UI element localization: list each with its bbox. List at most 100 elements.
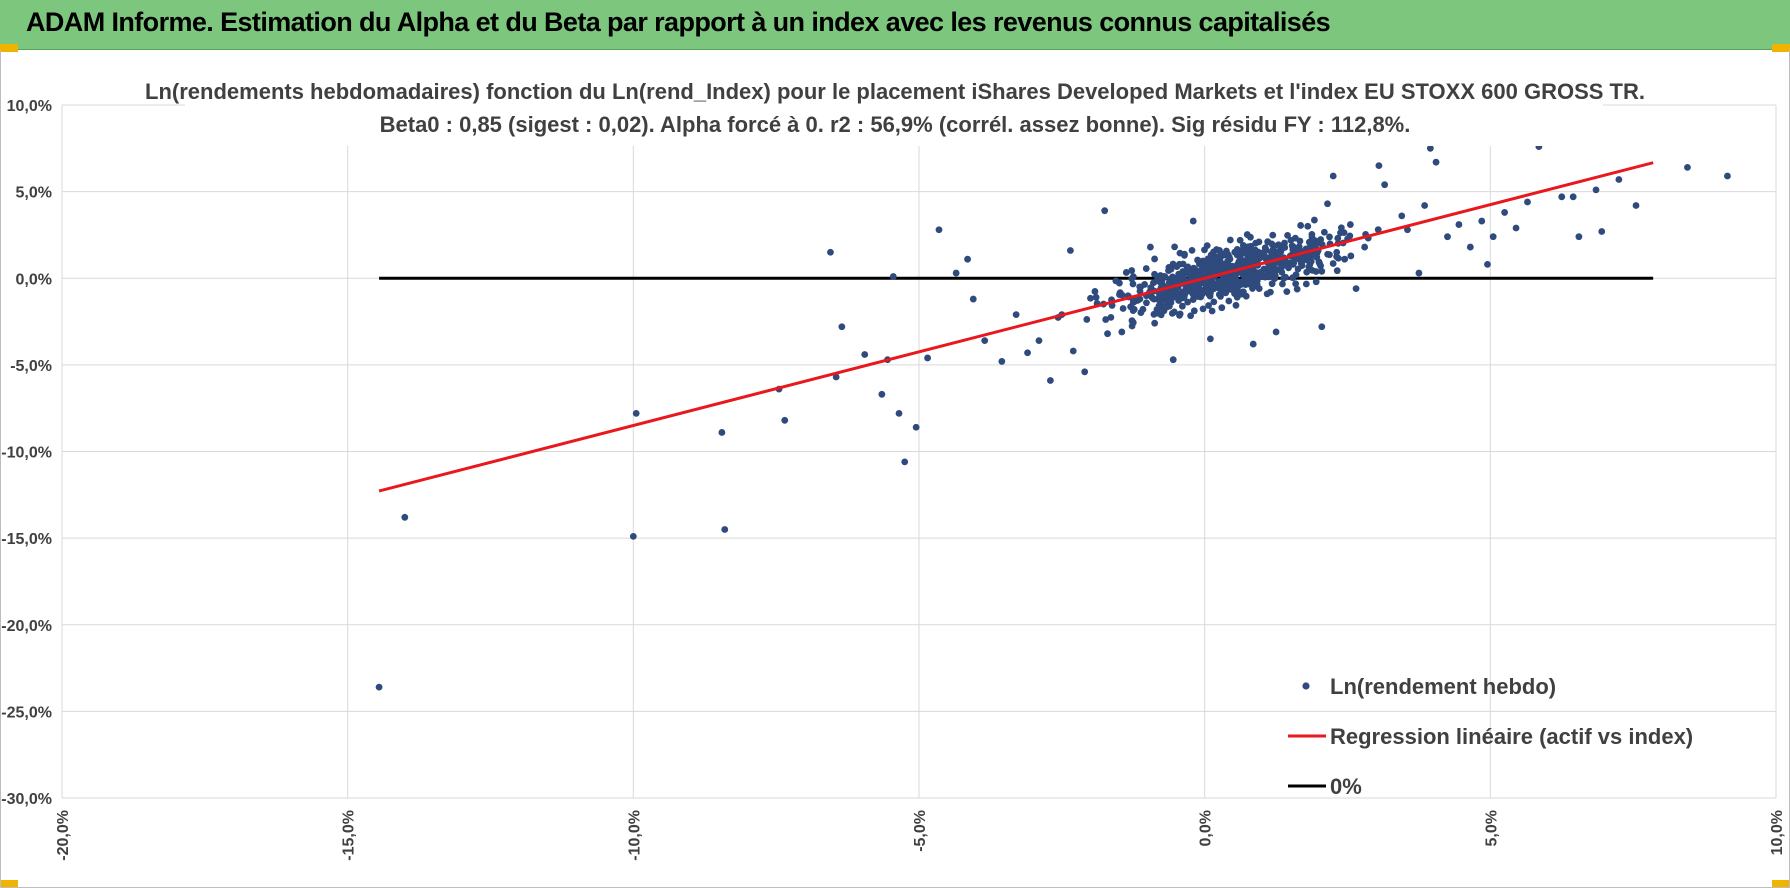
scatter-point: [1087, 294, 1094, 302]
scatter-point: [1035, 337, 1043, 345]
scatter-point: [1632, 202, 1640, 209]
scatter-point: [1236, 236, 1244, 244]
scatter-point: [1047, 377, 1054, 384]
scatter-point: [827, 248, 834, 256]
scatter-point: [1083, 316, 1091, 323]
scatter-point: [832, 373, 840, 381]
scatter-point: [1189, 217, 1197, 225]
scatter-point: [1575, 233, 1583, 241]
scatter-point: [1210, 298, 1218, 306]
scatter-point: [1244, 268, 1252, 276]
scatter-point: [1119, 305, 1127, 312]
scatter-point: [1226, 236, 1234, 244]
scatter-point: [1206, 335, 1214, 343]
scatter-point: [781, 416, 789, 424]
scatter-point: [1151, 319, 1159, 327]
scatter-point: [718, 429, 726, 436]
scatter-point: [1244, 243, 1252, 251]
scatter-point: [1166, 288, 1174, 296]
scatter-point: [1262, 246, 1270, 254]
scatter-point: [1224, 257, 1231, 265]
y-tick-label: -30,0%: [1, 791, 52, 808]
scatter-point: [1214, 253, 1222, 261]
legend-label: Ln(rendement hebdo): [1330, 674, 1556, 699]
chart-title: Ln(rendements hebdomadaires) fonction du…: [145, 79, 1645, 104]
scatter-point: [1293, 285, 1301, 293]
y-tick-label: -15,0%: [1, 531, 52, 548]
scatter-point: [1130, 305, 1138, 313]
scatter-point: [1142, 265, 1150, 272]
scatter-point: [1288, 242, 1296, 250]
scatter-point: [1312, 268, 1320, 275]
scatter-point: [1290, 259, 1298, 267]
y-tick-labels: 10,0% 5,0% 0,0% -5,0% -10,0% -15,0% -20,0% -25,…: [1, 98, 52, 808]
y-tick-label: -20,0%: [1, 618, 52, 635]
scatter-point: [1122, 269, 1130, 276]
scatter-point: [629, 532, 637, 540]
scatter-point: [1190, 264, 1198, 272]
scatter-point: [1381, 181, 1389, 189]
scatter-point: [1272, 328, 1280, 336]
scatter-point: [1598, 228, 1606, 235]
scatter-point: [1102, 316, 1110, 323]
scatter-point: [1305, 263, 1313, 271]
scatter-point: [1251, 246, 1259, 254]
scatter-point: [1240, 288, 1247, 296]
scatter-point: [1326, 233, 1333, 241]
scatter-point: [1333, 253, 1341, 261]
scatter-point: [1684, 163, 1691, 171]
scatter-point: [1312, 239, 1320, 247]
scatter-point: [1136, 283, 1144, 291]
scatter-point: [1478, 217, 1486, 225]
scatter-point: [1304, 222, 1312, 230]
scatter-point: [1216, 247, 1223, 254]
scatter-point: [1163, 298, 1171, 306]
scatter-point: [1341, 255, 1349, 263]
scatter-point: [1104, 330, 1111, 338]
scatter-point: [1249, 340, 1257, 348]
scatter-point: [1179, 268, 1187, 275]
scatter-point: [1231, 272, 1239, 279]
scatter-point: [1168, 310, 1176, 317]
scatter-point: [1262, 255, 1269, 262]
scatter-point: [1295, 243, 1303, 251]
scatter-point: [1244, 278, 1252, 286]
scatter-point: [1158, 297, 1166, 305]
scatter-point: [1112, 277, 1120, 285]
scatter-point: [1167, 265, 1175, 273]
scatter-point: [1118, 328, 1126, 336]
corner-mark-bottom-right: [1772, 880, 1790, 888]
scatter-point: [1251, 252, 1259, 260]
scatter-point: [1195, 281, 1203, 289]
scatter-point: [1184, 298, 1192, 306]
scatter-point: [1320, 228, 1328, 236]
scatter-point: [1283, 288, 1291, 296]
scatter-point: [1280, 244, 1288, 251]
scatter-point: [1489, 233, 1497, 241]
scatter-point: [1222, 289, 1230, 297]
scatter-point: [1225, 297, 1233, 305]
scatter-point: [1091, 288, 1099, 295]
corner-mark-right: [1772, 44, 1790, 52]
scatter-point: [935, 226, 943, 234]
scatter-point: [1169, 356, 1177, 364]
scatter-point: [1208, 307, 1216, 315]
scatter-point: [1202, 288, 1210, 296]
scatter-point: [1024, 349, 1031, 357]
scatter-point: [1298, 258, 1306, 266]
scatter-point: [1194, 257, 1202, 264]
scatter-point: [1329, 172, 1337, 180]
scatter-point: [721, 526, 729, 533]
scatter-point: [1484, 260, 1491, 268]
banner-title: ADAM Informe. Estimation du Alpha et du …: [26, 7, 1331, 37]
title-banner: ADAM Informe. Estimation du Alpha et du …: [0, 0, 1790, 50]
scatter-point: [1200, 270, 1208, 278]
scatter-point: [1178, 302, 1186, 310]
scatter-points: [375, 143, 1731, 691]
scatter-point: [1340, 229, 1348, 237]
scatter-point: [1501, 209, 1509, 216]
scatter-point: [1081, 368, 1089, 376]
scatter-point: [981, 337, 989, 345]
scatter-point: [1250, 276, 1258, 284]
